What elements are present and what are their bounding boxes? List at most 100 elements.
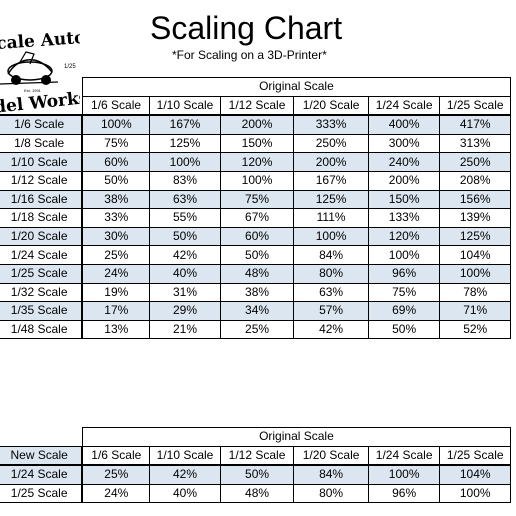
table-cell: 417% [439,114,511,135]
table-row: 1/35 Scale 17% 29% 34% 57% 69% 71% [0,301,511,321]
table-cell: 60% [81,152,151,172]
table-cell: 200% [293,152,369,172]
table-cell: 100% [439,483,511,504]
logo-since: Est. 1991 [24,88,42,93]
table-cell: 17% [81,301,151,321]
column-header: 1/25 Scale [439,95,511,117]
table-cell: 40% [149,263,221,284]
table-cell: 333% [293,114,369,135]
table-cell: 25% [81,464,151,485]
table-cell: 48% [219,263,295,284]
table-cell: 300% [367,133,441,154]
table-cell: 75% [367,282,441,303]
table-cell: 48% [219,483,295,504]
table-cell: 120% [219,152,295,172]
logo-scale-mark: 1/25 [64,64,76,70]
row-label: 1/24 Scale [0,245,84,265]
column-header: 1/24 Scale [367,445,441,467]
table-cell: 67% [219,208,295,228]
table-cell: 50% [219,245,295,265]
table-cell: 250% [293,133,369,154]
scaling-table: Original Scale 1/6 Scale 1/10 Scale 1/12 S… [0,77,512,340]
table-cell: 400% [367,114,441,135]
table-cell: 30% [81,226,151,247]
table-cell: 42% [149,245,221,265]
original-scale-header: Original Scale [81,427,512,447]
table-cell: 63% [293,282,369,303]
table-cell: 100% [293,226,369,247]
row-label: 1/10 Scale [0,152,84,172]
table-cell: 29% [149,301,221,321]
table-cell: 42% [149,464,221,485]
column-header: 1/12 Scale [219,445,295,467]
table-cell: 313% [439,133,511,154]
table-row: 1/6 Scale 100% 167% 200% 333% 400% 417% [0,114,511,135]
table-row: 1/20 Scale 30% 50% 60% 100% 120% 125% [0,226,511,247]
table-cell: 50% [149,226,221,247]
table-cell: 100% [81,114,151,135]
table-cell: 200% [367,170,441,191]
table-cell: 25% [81,245,151,265]
table-cell: 38% [219,282,295,303]
table-cell: 38% [81,189,151,210]
table-cell: 96% [367,263,441,284]
table-cell: 133% [367,208,441,228]
table-cell: 104% [439,245,511,265]
table-cell: 100% [367,464,441,485]
table-row: 1/25 Scale 24% 40% 48% 80% 96% 100% [0,483,511,504]
table-row: 1/10 Scale 60% 100% 120% 200% 240% 250% [0,152,511,172]
table-cell: 63% [149,189,221,210]
table-row: 1/24 Scale 25% 42% 50% 84% 100% 104% [0,464,511,485]
table-row: 1/16 Scale 38% 63% 75% 125% 150% 156% [0,189,511,210]
table-cell: 19% [81,282,151,303]
table-cell: 104% [439,464,511,485]
table-cell: 50% [367,319,441,340]
new-scale-table-group-row: Original Scale [0,427,512,447]
table-cell: 100% [149,152,221,172]
row-label: 1/8 Scale [0,133,84,154]
table-cell: 55% [149,208,221,228]
page-title: Scaling Chart [150,10,343,46]
table-cell: 71% [439,301,511,321]
table-cell: 208% [439,170,511,191]
new-scale-table: Original Scale New Scale 1/6 Scale 1/10 S… [0,427,512,504]
table-cell: 50% [219,464,295,485]
original-scale-header: Original Scale [81,77,512,97]
table-cell: 33% [81,208,151,228]
table-cell: 57% [293,301,369,321]
table-cell: 167% [293,170,369,191]
table-cell: 125% [439,226,511,247]
column-header: 1/20 Scale [293,445,369,467]
table-row: 1/25 Scale 24% 40% 48% 80% 96% 100% [0,263,511,284]
table-cell: 80% [293,483,369,504]
row-label: 1/35 Scale [0,301,84,321]
table-cell: 42% [293,319,369,340]
logo-line1: cale Auto [0,28,80,54]
row-label: 1/12 Scale [0,170,84,191]
table-cell: 83% [149,170,221,191]
table-cell: 100% [219,170,295,191]
table-cell: 24% [81,483,151,504]
table-cell: 120% [367,226,441,247]
row-label: 1/16 Scale [0,189,84,210]
table-cell: 167% [149,114,221,135]
table-cell: 60% [219,226,295,247]
table-cell: 21% [149,319,221,340]
table-cell: 100% [439,263,511,284]
page-subtitle: *For Scaling on a 3D-Printer* [172,48,327,62]
table-cell: 200% [219,114,295,135]
column-header: 1/6 Scale [81,95,151,117]
table-row: 1/48 Scale 13% 21% 25% 42% 50% 52% [0,319,511,340]
column-header: 1/6 Scale [81,445,151,467]
table-cell: 84% [293,464,369,485]
row-label: 1/24 Scale [0,464,84,485]
table-cell: 150% [367,189,441,210]
table-cell: 40% [149,483,221,504]
table-cell: 100% [367,245,441,265]
table-cell: 125% [149,133,221,154]
table-cell: 78% [439,282,511,303]
row-label: 1/20 Scale [0,226,84,247]
table-cell: 84% [293,245,369,265]
table-row: 1/12 Scale 50% 83% 100% 167% 200% 208% [0,170,511,191]
scaling-table-group-row: Original Scale [0,77,512,97]
